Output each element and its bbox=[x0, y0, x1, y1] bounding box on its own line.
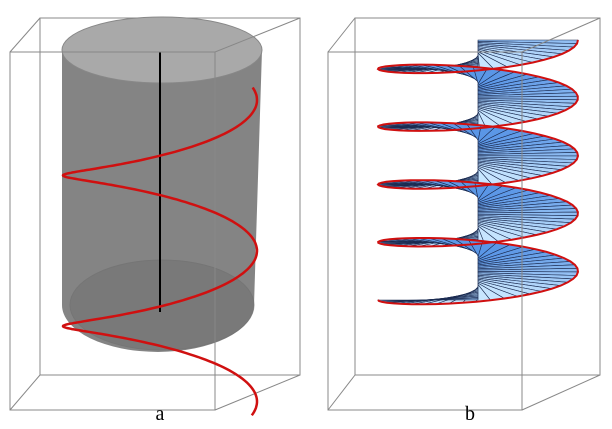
box-edge bbox=[214, 17, 301, 53]
helicoid bbox=[376, 39, 580, 306]
box-edge bbox=[9, 17, 41, 53]
panel-b bbox=[327, 17, 601, 411]
box-edge bbox=[521, 17, 601, 53]
helix bbox=[61, 86, 259, 417]
box-edge bbox=[327, 17, 356, 53]
box-edge bbox=[327, 374, 356, 411]
box-edge bbox=[9, 374, 41, 411]
panel-label: b bbox=[465, 403, 475, 425]
cylinder-top bbox=[61, 16, 263, 84]
box-edge bbox=[214, 374, 301, 411]
helicoid-edge bbox=[376, 39, 580, 306]
panel-label: a bbox=[156, 403, 165, 425]
cylinder-body bbox=[62, 50, 262, 352]
panel-a bbox=[9, 16, 301, 417]
box-edge bbox=[521, 374, 601, 411]
